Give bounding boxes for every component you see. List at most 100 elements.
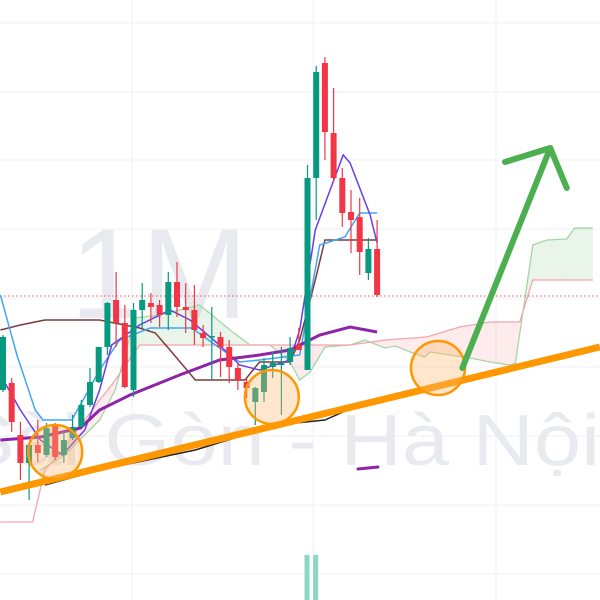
cloud-segment <box>583 228 586 280</box>
cloud-segment <box>529 256 532 292</box>
candle-body <box>374 249 381 295</box>
cloud-segment <box>379 340 382 347</box>
cloud-segment <box>190 306 192 345</box>
cloud-segment <box>383 340 385 348</box>
cloud-segment <box>301 345 304 379</box>
cloud-segment <box>197 305 199 345</box>
cloud-segment <box>504 322 507 365</box>
cloud-segment <box>503 322 505 365</box>
candle-body <box>304 178 311 370</box>
cloud-segment <box>223 324 225 345</box>
cloud-segment <box>317 345 319 361</box>
candle-body <box>139 300 146 310</box>
candle-body <box>78 405 85 427</box>
cloud-segment <box>510 322 512 365</box>
cloud-segment <box>564 239 566 280</box>
cloud-segment <box>555 239 558 280</box>
cloud-segment <box>183 308 185 345</box>
cloud-segment <box>150 315 152 345</box>
cloud-segment <box>562 239 565 280</box>
cloud-segment <box>482 323 485 361</box>
cloud-segment <box>487 322 490 362</box>
cloud-segment <box>498 322 500 364</box>
cloud-segment <box>539 241 542 280</box>
cloud-segment <box>205 310 208 345</box>
cloud-segment <box>384 339 387 348</box>
cloud-segment <box>303 345 305 378</box>
candle-body <box>287 348 294 362</box>
candle-body <box>313 72 320 178</box>
span-b-line <box>0 279 593 523</box>
cloud-segment <box>586 228 589 280</box>
cloud-segment <box>449 329 452 356</box>
cloud-segment <box>572 228 575 280</box>
cloud-segment <box>538 242 540 280</box>
cloud-segment <box>163 313 166 345</box>
cloud-segment <box>430 335 432 353</box>
candle-body <box>226 347 233 367</box>
cloud-segment <box>106 389 109 407</box>
cloud-segment <box>452 328 455 356</box>
candle-body <box>200 333 207 338</box>
cloud-segment <box>489 322 492 363</box>
highlight-circle <box>243 368 301 426</box>
volume-bars <box>304 555 319 600</box>
cloud-segment <box>438 332 441 354</box>
cloud-segment <box>395 339 398 347</box>
cloud-segment <box>506 322 509 365</box>
cloud-segment <box>508 322 511 365</box>
candle-body <box>295 345 302 350</box>
cloud-segment <box>240 337 243 345</box>
cloud-segment <box>494 322 497 363</box>
cloud-segment <box>237 335 239 345</box>
candle-body <box>252 388 259 402</box>
cloud-segment <box>377 340 380 346</box>
volume-bar <box>313 555 319 600</box>
cloud-segment <box>412 337 415 354</box>
cloud-segment <box>484 322 486 362</box>
candle-body <box>330 133 337 178</box>
cloud-segment <box>165 313 168 345</box>
cloud-segment <box>569 232 572 280</box>
cloud-segment <box>590 228 592 280</box>
drawings[interactable] <box>0 145 600 496</box>
cloud-segment <box>491 322 493 363</box>
cloud-segment <box>188 307 191 345</box>
candle-body <box>34 445 41 453</box>
cloud-segment <box>543 240 546 280</box>
candles <box>0 57 381 500</box>
cloud-segment <box>200 305 203 345</box>
cloud-segment <box>558 239 561 280</box>
cloud-segment <box>409 338 412 353</box>
candle-body <box>269 363 276 367</box>
cloud-segment <box>151 315 154 345</box>
cloud-segment <box>386 339 389 348</box>
candle-body <box>356 217 363 252</box>
candle-body <box>234 368 241 380</box>
candle-body <box>8 383 15 422</box>
cloud-segment <box>400 338 403 349</box>
cloud-segment <box>296 345 298 377</box>
cloud-segment <box>414 337 417 355</box>
cloud-segment <box>402 338 405 350</box>
cloud-segment <box>231 331 234 345</box>
cloud-segment <box>391 339 394 347</box>
cloud-segment <box>442 331 445 355</box>
cloud-segment <box>390 339 392 347</box>
cloud-segment <box>536 243 539 280</box>
cloud-segment <box>101 395 104 417</box>
cloud-segment <box>381 340 384 348</box>
highlight-circle <box>26 423 84 481</box>
cloud-segment <box>567 235 570 280</box>
candle-body <box>261 365 267 392</box>
cloud-segment <box>492 322 495 363</box>
cloud-segment <box>297 345 300 380</box>
cloud-segment <box>588 228 591 280</box>
cloud-segment <box>574 228 577 280</box>
cloud-segment <box>423 337 425 357</box>
cloud-segment <box>545 240 547 280</box>
candle-body <box>208 336 215 338</box>
cloud-segment <box>160 314 163 345</box>
